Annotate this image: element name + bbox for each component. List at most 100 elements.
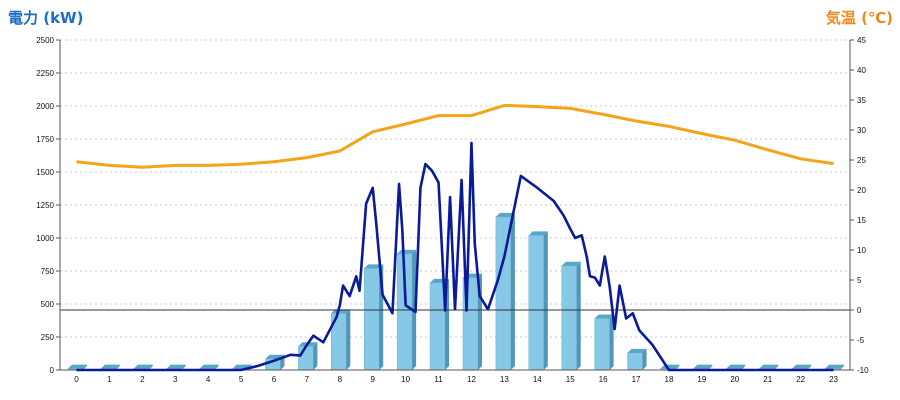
x-tick-label: 16 xyxy=(599,375,608,384)
power-bar-top xyxy=(100,364,120,369)
series-lines xyxy=(76,103,834,372)
power-bar-side xyxy=(708,364,713,370)
left-tick-label: 1500 xyxy=(36,168,54,177)
power-bar-side xyxy=(609,314,614,370)
power-bar-top xyxy=(759,364,779,369)
right-tick-label: 5 xyxy=(857,276,862,285)
power-bar-side xyxy=(115,364,120,370)
power-bar-side xyxy=(346,309,351,370)
x-tick-label: 8 xyxy=(338,375,343,384)
right-tick-label: 20 xyxy=(857,186,866,195)
power-bar-top xyxy=(133,364,153,369)
power-bar-side xyxy=(807,364,812,370)
right-tick-label: 40 xyxy=(857,66,866,75)
power-bar-side xyxy=(774,364,779,370)
right-tick-label: 30 xyxy=(857,126,866,135)
x-tick-label: 21 xyxy=(763,375,772,384)
x-tick-label: 13 xyxy=(500,375,509,384)
power-bar-side xyxy=(148,364,153,370)
right-tick-label: 25 xyxy=(857,156,866,165)
right-axis-ticks: -10 -5 0 5 10 15 20 25 30 35 40 45 xyxy=(850,36,869,375)
right-tick-label: 45 xyxy=(857,36,866,45)
right-tick-label: -10 xyxy=(857,366,869,375)
power-bar-top xyxy=(726,364,746,369)
left-tick-label: 0 xyxy=(50,366,55,375)
left-axis-title: 電力 (kW) xyxy=(8,9,83,27)
power-bar-side xyxy=(510,212,515,370)
x-tick-label: 5 xyxy=(239,375,244,384)
power-bar xyxy=(396,249,417,371)
right-tick-label: 15 xyxy=(857,216,866,225)
power-line xyxy=(76,141,834,372)
left-tick-label: 750 xyxy=(41,267,55,276)
power-bar-side xyxy=(82,364,87,370)
power-bar-top xyxy=(528,231,548,236)
power-bar-top xyxy=(495,212,515,217)
x-tick-label: 23 xyxy=(829,375,838,384)
power-bar-top xyxy=(561,261,581,266)
power-bar-front xyxy=(561,265,577,371)
x-tick-label: 0 xyxy=(74,375,79,384)
power-bar-front xyxy=(627,352,643,371)
x-tick-label: 9 xyxy=(370,375,375,384)
x-tick-label: 20 xyxy=(730,375,739,384)
power-bar xyxy=(561,261,581,371)
temperature-line xyxy=(76,103,834,169)
power-bar xyxy=(627,348,647,371)
power-bar-front xyxy=(429,282,446,371)
x-axis-ticks: 0 1 2 3 4 5 6 7 8 9 10 11 12 13 14 15 16 17 18 19 20 21 22 23 xyxy=(74,375,838,384)
x-tick-label: 18 xyxy=(665,375,674,384)
left-tick-label: 2500 xyxy=(36,36,54,45)
x-tick-label: 19 xyxy=(697,375,706,384)
x-tick-label: 22 xyxy=(796,375,805,384)
x-tick-label: 7 xyxy=(305,375,310,384)
right-tick-label: 35 xyxy=(857,96,866,105)
power-bar-side xyxy=(543,231,548,370)
left-tick-label: 250 xyxy=(41,333,55,342)
x-tick-label: 15 xyxy=(566,375,575,384)
power-bar-side xyxy=(214,364,219,370)
power-bar-top xyxy=(825,364,845,369)
x-tick-label: 1 xyxy=(107,375,112,384)
power-bar xyxy=(528,231,548,371)
power-bar-side xyxy=(642,348,647,370)
power-bar-side xyxy=(675,364,680,370)
power-bar-side xyxy=(576,261,581,370)
power-bar xyxy=(594,314,614,371)
power-bar-front xyxy=(528,235,545,371)
left-tick-label: 2250 xyxy=(36,69,54,78)
power-bar-top xyxy=(627,348,647,353)
power-bar-top xyxy=(693,364,713,369)
left-tick-label: 2000 xyxy=(36,102,54,111)
left-tick-label: 1250 xyxy=(36,201,54,210)
power-bar-top xyxy=(594,314,614,319)
power-bar-top xyxy=(792,364,812,369)
x-tick-label: 17 xyxy=(632,375,641,384)
power-bar-top xyxy=(67,364,87,369)
x-tick-label: 2 xyxy=(140,375,145,384)
power-bar-side xyxy=(313,342,318,370)
right-tick-label: 10 xyxy=(857,246,866,255)
x-tick-label: 14 xyxy=(533,375,542,384)
right-tick-label: 0 xyxy=(857,306,862,315)
power-bar-top xyxy=(199,364,219,369)
power-bar-front xyxy=(298,345,314,371)
x-tick-label: 12 xyxy=(467,375,476,384)
left-axis-ticks: 0 250 500 750 1000 1250 1500 1750 2000 2250 2500 xyxy=(36,36,60,375)
power-bar xyxy=(363,264,384,371)
power-bar-top xyxy=(397,249,417,254)
x-tick-label: 11 xyxy=(434,375,443,384)
left-tick-label: 1000 xyxy=(36,234,54,243)
power-bar-side xyxy=(181,364,186,370)
power-bar-top xyxy=(166,364,186,369)
power-bar xyxy=(495,212,515,371)
power-bar-side xyxy=(741,364,746,370)
power-bar-front xyxy=(363,268,380,371)
power-bar-top xyxy=(364,264,384,269)
x-tick-label: 3 xyxy=(173,375,178,384)
right-axis-title: 気温 (℃) xyxy=(826,9,893,27)
left-tick-label: 500 xyxy=(41,300,55,309)
left-tick-label: 1750 xyxy=(36,135,54,144)
x-tick-label: 10 xyxy=(401,375,410,384)
